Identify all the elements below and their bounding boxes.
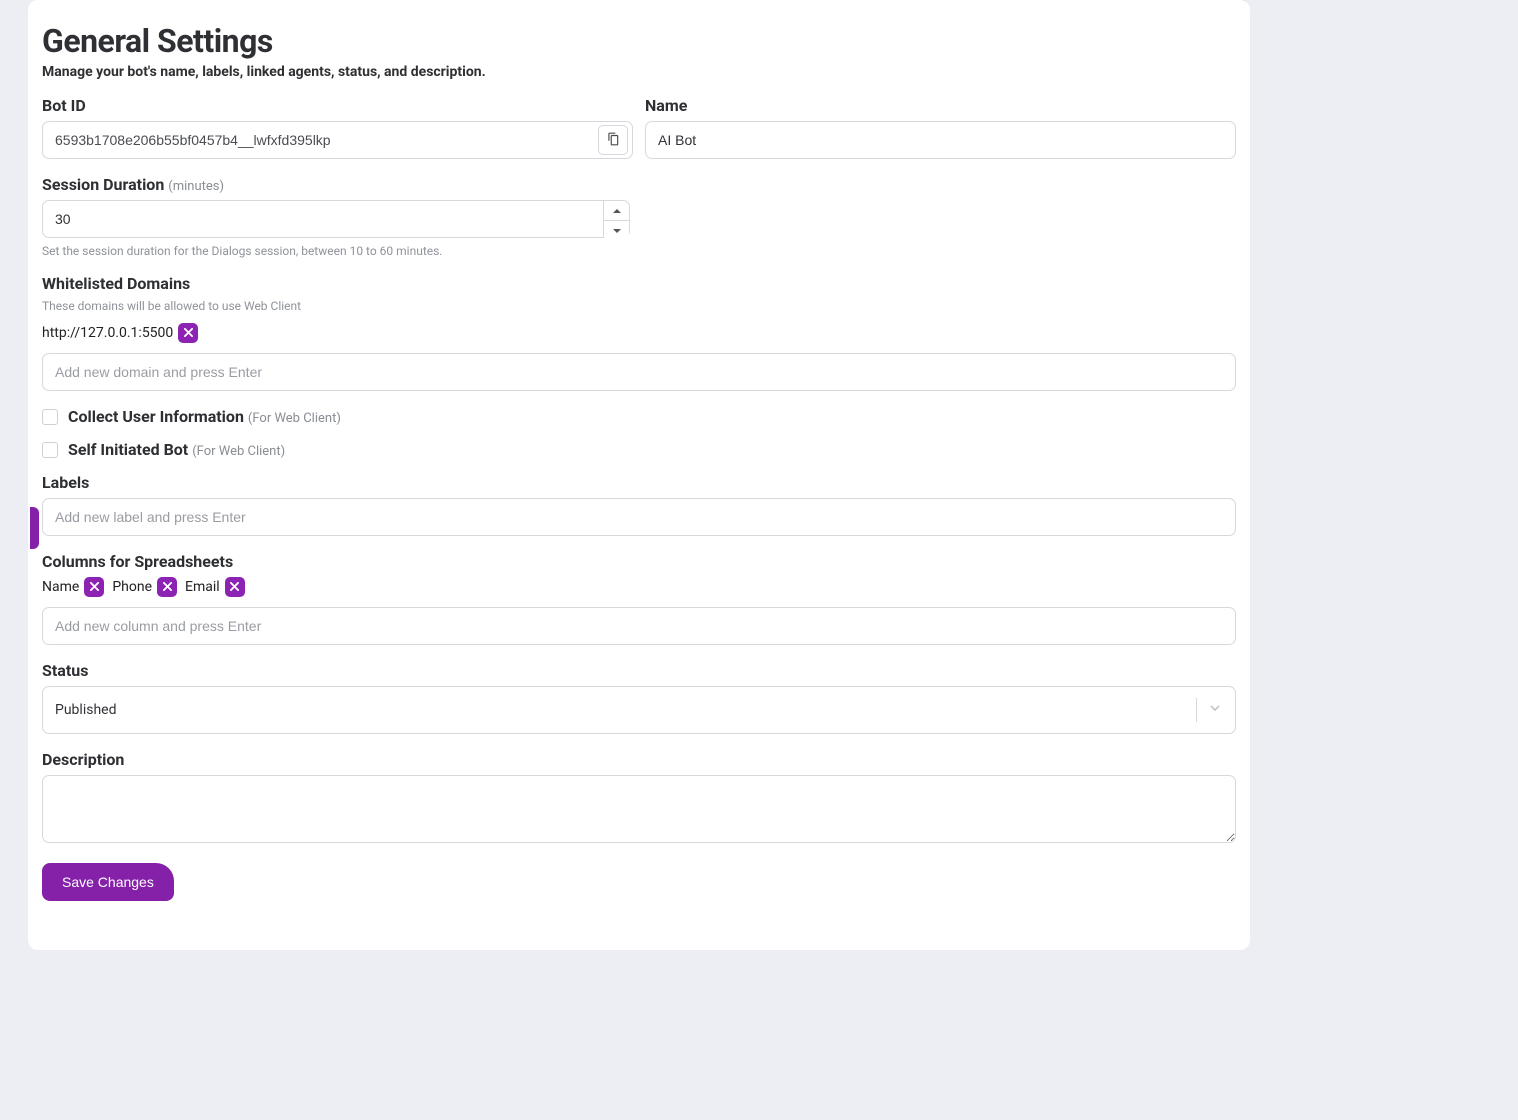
status-select[interactable]: Published bbox=[42, 686, 1236, 734]
self-initiated-label[interactable]: Self Initiated Bot (For Web Client) bbox=[68, 440, 285, 459]
page-subtitle: Manage your bot's name, labels, linked a… bbox=[42, 64, 1236, 80]
session-unit: (minutes) bbox=[168, 179, 224, 194]
copy-bot-id-button[interactable] bbox=[598, 125, 628, 155]
select-separator bbox=[1196, 698, 1197, 722]
close-icon bbox=[230, 579, 239, 595]
clipboard-icon bbox=[606, 131, 620, 150]
sidebar-active-indicator bbox=[30, 507, 39, 549]
chevron-up-icon bbox=[612, 201, 622, 220]
tag-label: Name bbox=[42, 579, 79, 595]
tag-remove-button[interactable] bbox=[178, 323, 198, 343]
tag-remove-button[interactable] bbox=[84, 577, 104, 597]
labels-input[interactable] bbox=[42, 498, 1236, 536]
session-step-up[interactable] bbox=[604, 201, 629, 221]
session-duration-input[interactable] bbox=[43, 201, 603, 237]
close-icon bbox=[163, 579, 172, 595]
chevron-down-icon bbox=[1207, 700, 1223, 720]
save-button[interactable]: Save Changes bbox=[42, 863, 174, 901]
tag: Email bbox=[185, 577, 245, 597]
collect-user-label-text: Collect User Information bbox=[68, 407, 244, 426]
close-icon bbox=[90, 579, 99, 595]
tag: Name bbox=[42, 577, 104, 597]
collect-user-checkbox[interactable] bbox=[42, 409, 58, 425]
settings-card: General Settings Manage your bot's name,… bbox=[28, 0, 1250, 950]
description-textarea[interactable] bbox=[42, 775, 1236, 843]
bot-id-field bbox=[42, 121, 633, 159]
session-step-down[interactable] bbox=[604, 221, 629, 240]
status-value: Published bbox=[55, 702, 1196, 718]
tag-label: Phone bbox=[112, 579, 152, 595]
collect-user-sub: (For Web Client) bbox=[248, 411, 341, 426]
tag: Phone bbox=[112, 577, 177, 597]
tag-label: http://127.0.0.1:5500 bbox=[42, 325, 173, 341]
tag-remove-button[interactable] bbox=[157, 577, 177, 597]
chevron-down-icon bbox=[612, 221, 622, 240]
columns-input[interactable] bbox=[42, 607, 1236, 645]
session-hint: Set the session duration for the Dialogs… bbox=[42, 244, 1236, 258]
tag-remove-button[interactable] bbox=[225, 577, 245, 597]
self-initiated-label-text: Self Initiated Bot bbox=[68, 440, 188, 459]
whitelist-label: Whitelisted Domains bbox=[42, 274, 1236, 293]
bot-id-input[interactable] bbox=[43, 122, 598, 158]
description-label: Description bbox=[42, 750, 1236, 769]
labels-label: Labels bbox=[42, 473, 1236, 492]
session-label: Session Duration (minutes) bbox=[42, 175, 1236, 194]
status-label: Status bbox=[42, 661, 1236, 680]
self-initiated-checkbox[interactable] bbox=[42, 442, 58, 458]
name-input[interactable] bbox=[645, 121, 1236, 159]
whitelist-tags: http://127.0.0.1:5500 bbox=[42, 323, 1236, 343]
close-icon bbox=[184, 325, 193, 341]
columns-label: Columns for Spreadsheets bbox=[42, 552, 1236, 571]
session-duration-stepper bbox=[42, 200, 630, 238]
bot-id-label: Bot ID bbox=[42, 96, 633, 115]
name-label: Name bbox=[645, 96, 1236, 115]
self-initiated-sub: (For Web Client) bbox=[192, 444, 285, 459]
whitelist-input[interactable] bbox=[42, 353, 1236, 391]
session-label-text: Session Duration bbox=[42, 175, 164, 194]
tag: http://127.0.0.1:5500 bbox=[42, 323, 198, 343]
collect-user-label[interactable]: Collect User Information (For Web Client… bbox=[68, 407, 341, 426]
columns-tags: Name Phone Email bbox=[42, 577, 1236, 597]
tag-label: Email bbox=[185, 579, 220, 595]
page-title: General Settings bbox=[42, 22, 1236, 60]
whitelist-hint: These domains will be allowed to use Web… bbox=[42, 299, 1236, 313]
